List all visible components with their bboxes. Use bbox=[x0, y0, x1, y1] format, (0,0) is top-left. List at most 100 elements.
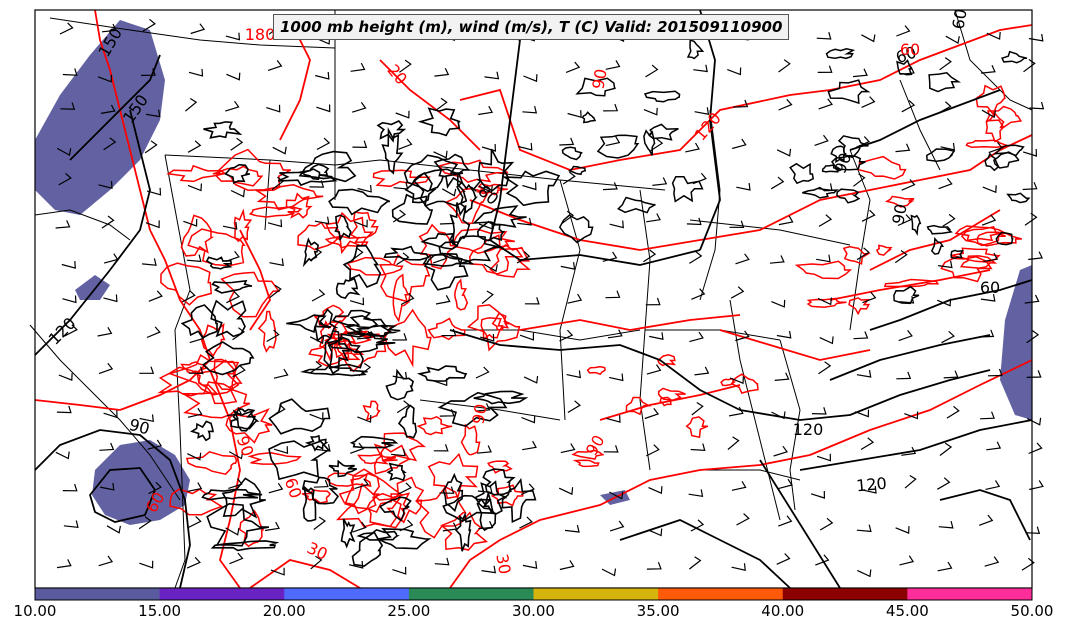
height-contour-loop bbox=[386, 462, 407, 482]
temperature-contour-loop bbox=[950, 247, 1001, 263]
wind-barb bbox=[1028, 442, 1043, 455]
temperature-contour-loop bbox=[416, 415, 453, 436]
temperature-contour-loop bbox=[571, 449, 604, 460]
temperature-contour-loop bbox=[254, 184, 324, 211]
wind-barb bbox=[523, 74, 538, 83]
wind-barb bbox=[1022, 182, 1038, 191]
wind-barb bbox=[186, 556, 201, 569]
wind-barb bbox=[228, 478, 243, 489]
wind-barb bbox=[352, 102, 367, 113]
wind-barb bbox=[816, 254, 831, 263]
wind-barb bbox=[646, 213, 661, 223]
wind-barb bbox=[559, 329, 574, 342]
wind-barb bbox=[313, 516, 327, 530]
wind-barb bbox=[309, 180, 325, 188]
wind-barb bbox=[816, 32, 832, 40]
wind-barb bbox=[729, 376, 744, 385]
wind-barb bbox=[648, 486, 663, 495]
wind-barb bbox=[1025, 526, 1041, 535]
wind-barb bbox=[981, 109, 997, 119]
temperature-contour-loop bbox=[238, 509, 265, 548]
wind-barb bbox=[904, 474, 917, 489]
wind-barb bbox=[980, 411, 995, 420]
wind-barb bbox=[565, 61, 581, 73]
height-contour-loop bbox=[825, 48, 856, 60]
wind-barb bbox=[770, 176, 785, 190]
wind-barb bbox=[895, 526, 910, 534]
height-contour bbox=[34, 109, 151, 356]
wind-barb bbox=[225, 32, 241, 41]
border-line bbox=[779, 339, 801, 511]
temperature-contour-loop bbox=[427, 317, 466, 341]
temperature-contour bbox=[809, 359, 1033, 456]
wind-barb bbox=[817, 183, 833, 191]
wind-barb bbox=[272, 146, 287, 155]
wind-barb bbox=[901, 446, 917, 456]
wind-barb bbox=[1022, 148, 1038, 157]
height-contour-loop bbox=[423, 253, 469, 291]
wind-barb bbox=[897, 214, 912, 227]
temperature-contour-loop bbox=[180, 214, 215, 257]
state-borders bbox=[29, 9, 1033, 589]
wind-barb bbox=[187, 407, 203, 418]
temperature-contour-loop bbox=[960, 226, 1006, 247]
wind-barb bbox=[356, 330, 372, 340]
wind-barb bbox=[691, 288, 706, 300]
temperature-contour-loop bbox=[166, 164, 225, 183]
wind-barb bbox=[187, 482, 203, 492]
height-contour bbox=[799, 419, 1033, 471]
temperature-contour-loop bbox=[806, 297, 847, 308]
wind-barb bbox=[560, 443, 576, 454]
wind-barb bbox=[567, 110, 582, 118]
wind-barb bbox=[904, 411, 919, 420]
temperature-contour-loop bbox=[469, 234, 524, 275]
temperature-contour-loop bbox=[345, 256, 404, 276]
wind-barb bbox=[983, 252, 999, 262]
temperature-contour-loop bbox=[572, 459, 600, 468]
temperature-contour-label: 90 bbox=[468, 402, 490, 425]
wind-barb bbox=[392, 209, 407, 223]
wind-barb bbox=[987, 368, 1003, 377]
colorbar-tick-label: 20.00 bbox=[262, 602, 306, 620]
wind-barb bbox=[605, 136, 621, 147]
wind-barb bbox=[62, 483, 78, 492]
temperature-contour-loop bbox=[985, 112, 1005, 143]
wind-barb bbox=[55, 451, 70, 460]
border-line bbox=[689, 219, 851, 246]
wind-barb bbox=[609, 491, 624, 500]
wind-barb bbox=[650, 138, 664, 152]
temperature-contour-loop bbox=[196, 359, 243, 405]
height-contour-loop bbox=[349, 435, 399, 449]
wind-barb bbox=[188, 366, 204, 375]
wind-barb bbox=[818, 98, 833, 110]
height-contour-loop bbox=[896, 59, 913, 76]
temperature-contour-loop bbox=[200, 322, 226, 358]
wind-barb bbox=[688, 556, 702, 570]
height-contour-loop bbox=[304, 434, 329, 452]
wind-barb bbox=[441, 188, 457, 197]
wind-barb bbox=[733, 99, 749, 108]
wind-barb bbox=[688, 489, 704, 498]
colorbar-segment bbox=[35, 588, 161, 600]
height-contour-loop bbox=[930, 236, 945, 255]
wind-barb bbox=[561, 210, 575, 225]
height-contour-loop bbox=[376, 528, 432, 550]
height-contour-loop bbox=[211, 279, 253, 294]
temperature-contour-loop bbox=[657, 387, 686, 401]
wind-barb bbox=[273, 368, 289, 379]
wind-barb bbox=[142, 18, 156, 32]
height-contour-loop bbox=[328, 459, 358, 478]
height-contour-label: 120 bbox=[793, 420, 824, 439]
temperature-contour-loop bbox=[160, 262, 212, 306]
wind-barb bbox=[229, 552, 244, 565]
wind-barb bbox=[393, 182, 409, 190]
wind-barb bbox=[899, 295, 915, 304]
wind-barb bbox=[1028, 33, 1044, 42]
wind-barb bbox=[141, 68, 156, 76]
colorbar-tick-label: 10.00 bbox=[13, 602, 57, 620]
height-contour-loop bbox=[926, 224, 953, 235]
wind-barb bbox=[862, 485, 877, 494]
wind-barb bbox=[776, 553, 791, 565]
wind-barb bbox=[188, 68, 204, 77]
wind-barb bbox=[272, 404, 286, 417]
